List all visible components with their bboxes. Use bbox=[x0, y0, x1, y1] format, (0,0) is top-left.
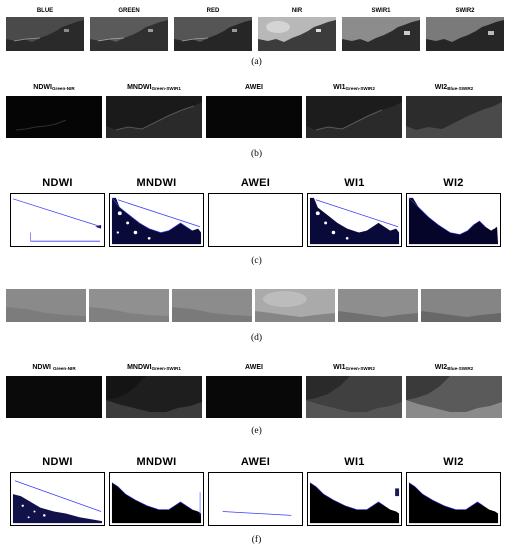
map-image-mndwi-f bbox=[109, 472, 204, 526]
index-image-wi2-e bbox=[406, 376, 502, 418]
map-label-ndwi: NDWI bbox=[42, 177, 73, 189]
band-image-red bbox=[174, 17, 252, 51]
index-image-wi2 bbox=[406, 96, 502, 138]
band-image-blue-d bbox=[6, 289, 86, 322]
index-label-wi2-e: WI2Blue-SWIR2 bbox=[434, 364, 474, 371]
band-image-nir-d bbox=[255, 289, 335, 322]
band-label-red-d: RED bbox=[205, 280, 219, 286]
band-label-swir2-d: SWIR2 bbox=[451, 280, 471, 286]
index-label-ndwi-e: NDWI Green-NIR bbox=[32, 364, 76, 371]
band-image-blue bbox=[6, 17, 84, 51]
index-label-awei: AWEI bbox=[245, 84, 263, 91]
map-image-wi2 bbox=[406, 193, 501, 247]
band-image-green bbox=[90, 17, 168, 51]
band-image-swir1 bbox=[342, 17, 420, 51]
map-label-mndwi-f: MNDWI bbox=[136, 456, 177, 468]
index-label-wi2: WI2Blue-SWIR2 bbox=[434, 84, 474, 91]
map-image-awei-f bbox=[208, 472, 303, 526]
index-label-mndwi: MNDWIGreen-SWIR1 bbox=[127, 84, 181, 91]
index-label-mndwi-e: MNDWIGreen-SWIR1 bbox=[127, 364, 181, 371]
index-image-mndwi bbox=[106, 96, 202, 138]
map-label-wi2: WI2 bbox=[443, 177, 464, 189]
caption-a: (a) bbox=[251, 57, 262, 67]
index-image-wi1-e bbox=[306, 376, 402, 418]
index-image-awei bbox=[206, 96, 302, 138]
index-label-awei-e: AWEI bbox=[245, 364, 263, 371]
band-image-nir bbox=[258, 17, 336, 51]
map-label-wi1: WI1 bbox=[344, 177, 365, 189]
map-image-awei bbox=[208, 193, 303, 247]
index-image-awei-e bbox=[206, 376, 302, 418]
caption-b: (b) bbox=[250, 149, 263, 159]
caption-f: (f) bbox=[251, 535, 262, 545]
band-label-nir-d: NIR bbox=[289, 280, 301, 286]
index-image-mndwi-e bbox=[106, 376, 202, 418]
index-image-ndwi bbox=[6, 96, 102, 138]
band-label-red: RED bbox=[206, 8, 220, 14]
band-label-blue-d: BLUE bbox=[37, 280, 55, 286]
map-image-wi2-f bbox=[406, 472, 501, 526]
band-label-blue: BLUE bbox=[36, 8, 54, 14]
index-label-wi1: WI1Green-SWIR2 bbox=[333, 84, 375, 91]
map-label-mndwi: MNDWI bbox=[136, 177, 177, 189]
map-image-wi1-f bbox=[307, 472, 402, 526]
band-label-green-d: GREEN bbox=[118, 280, 140, 286]
map-label-wi1-f: WI1 bbox=[344, 456, 365, 468]
band-label-swir2: SWIR2 bbox=[455, 8, 475, 14]
band-label-swir1-d: SWIR1 bbox=[368, 280, 388, 286]
caption-d: (d) bbox=[250, 333, 263, 343]
band-image-swir1-d bbox=[338, 289, 418, 322]
band-image-green-d bbox=[89, 289, 169, 322]
band-label-swir1: SWIR1 bbox=[371, 8, 391, 14]
band-image-red-d bbox=[172, 289, 252, 322]
band-image-swir2 bbox=[426, 17, 504, 51]
band-label-green: GREEN bbox=[118, 8, 140, 14]
band-label-nir: NIR bbox=[291, 8, 303, 14]
map-label-awei: AWEI bbox=[240, 177, 271, 189]
map-label-wi2-f: WI2 bbox=[443, 456, 464, 468]
index-image-wi1 bbox=[306, 96, 402, 138]
map-image-wi1 bbox=[307, 193, 402, 247]
map-image-ndwi bbox=[10, 193, 105, 247]
caption-c: (c) bbox=[251, 256, 262, 266]
index-image-ndwi-e bbox=[6, 376, 102, 418]
caption-e: (e) bbox=[251, 426, 262, 436]
index-label-wi1-e: WI1Green-SWIR2 bbox=[333, 364, 375, 371]
index-label-ndwi: NDWIGreen-NIR bbox=[33, 84, 75, 91]
band-image-swir2-d bbox=[421, 289, 501, 322]
map-image-ndwi-f bbox=[10, 472, 105, 526]
map-image-mndwi bbox=[109, 193, 204, 247]
map-label-ndwi-f: NDWI bbox=[42, 456, 73, 468]
map-label-awei-f: AWEI bbox=[240, 456, 271, 468]
